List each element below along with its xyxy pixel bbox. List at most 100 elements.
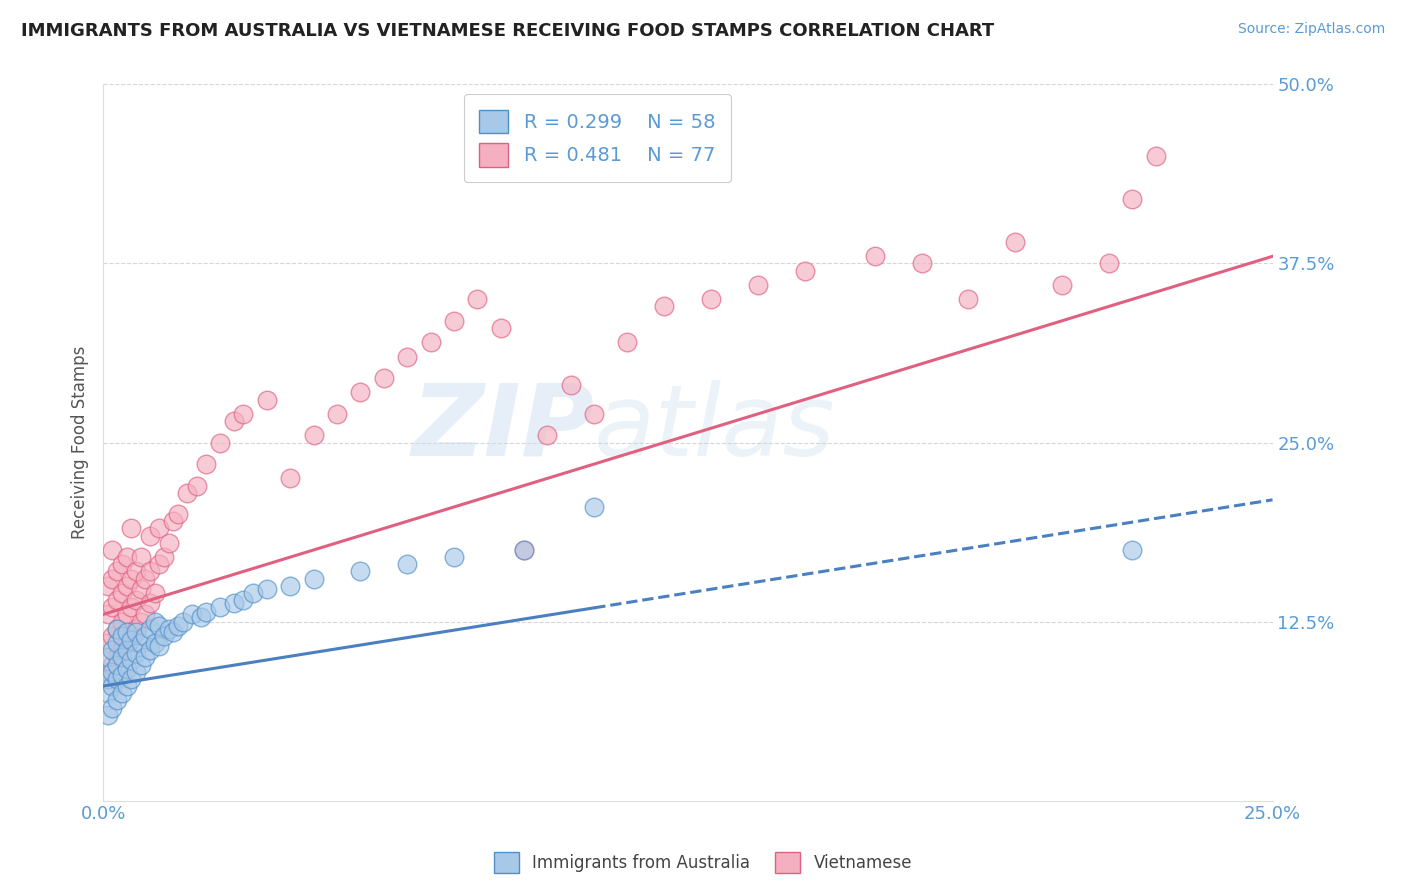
Point — [101, 543, 124, 558]
Point — [125, 593, 148, 607]
Point — [181, 607, 204, 622]
Point — [536, 428, 558, 442]
Text: Source: ZipAtlas.com: Source: ZipAtlas.com — [1237, 22, 1385, 37]
Point — [443, 314, 465, 328]
Point — [176, 485, 198, 500]
Point — [97, 650, 120, 665]
Point — [101, 657, 124, 672]
Point — [162, 624, 184, 639]
Point — [101, 600, 124, 615]
Point — [302, 572, 325, 586]
Point — [129, 582, 152, 596]
Text: atlas: atlas — [595, 380, 837, 476]
Point — [209, 600, 232, 615]
Point — [242, 586, 264, 600]
Y-axis label: Receiving Food Stamps: Receiving Food Stamps — [72, 346, 89, 540]
Point — [120, 629, 142, 643]
Point — [232, 593, 254, 607]
Point — [1098, 256, 1121, 270]
Point — [97, 665, 120, 679]
Point — [105, 650, 128, 665]
Point — [134, 572, 156, 586]
Point — [105, 622, 128, 636]
Point — [101, 629, 124, 643]
Point — [148, 521, 170, 535]
Point — [101, 665, 124, 679]
Point — [97, 579, 120, 593]
Point — [111, 629, 134, 643]
Point — [134, 607, 156, 622]
Point — [747, 277, 769, 292]
Point — [583, 407, 606, 421]
Point — [172, 615, 194, 629]
Point — [373, 371, 395, 385]
Point — [143, 586, 166, 600]
Point — [111, 643, 134, 657]
Point — [153, 629, 176, 643]
Point — [465, 293, 488, 307]
Point — [120, 521, 142, 535]
Point — [583, 500, 606, 514]
Legend: R = 0.299    N = 58, R = 0.481    N = 77: R = 0.299 N = 58, R = 0.481 N = 77 — [464, 95, 731, 183]
Point — [143, 636, 166, 650]
Point — [560, 378, 582, 392]
Point — [139, 528, 162, 542]
Point — [97, 672, 120, 686]
Point — [134, 650, 156, 665]
Point — [120, 572, 142, 586]
Point — [101, 700, 124, 714]
Point — [139, 622, 162, 636]
Point — [120, 600, 142, 615]
Point — [115, 636, 138, 650]
Point — [224, 414, 246, 428]
Point — [654, 300, 676, 314]
Point — [443, 550, 465, 565]
Point — [111, 586, 134, 600]
Point — [125, 624, 148, 639]
Point — [148, 619, 170, 633]
Point — [115, 662, 138, 676]
Point — [97, 686, 120, 700]
Point — [153, 550, 176, 565]
Point — [105, 636, 128, 650]
Point — [111, 686, 134, 700]
Point — [105, 657, 128, 672]
Point — [419, 335, 441, 350]
Point — [115, 643, 138, 657]
Point — [143, 615, 166, 629]
Point — [1144, 149, 1167, 163]
Point — [111, 667, 134, 681]
Point — [129, 657, 152, 672]
Point — [105, 693, 128, 707]
Point — [186, 478, 208, 492]
Point — [139, 643, 162, 657]
Point — [105, 622, 128, 636]
Point — [115, 624, 138, 639]
Point — [97, 707, 120, 722]
Point — [125, 646, 148, 660]
Point — [302, 428, 325, 442]
Point — [105, 672, 128, 686]
Point — [957, 293, 980, 307]
Point — [232, 407, 254, 421]
Point — [115, 679, 138, 693]
Point — [1004, 235, 1026, 249]
Point — [115, 579, 138, 593]
Point — [148, 639, 170, 653]
Point — [105, 593, 128, 607]
Point — [125, 565, 148, 579]
Point — [97, 607, 120, 622]
Point — [101, 572, 124, 586]
Point — [396, 350, 419, 364]
Point — [148, 558, 170, 572]
Point — [700, 293, 723, 307]
Legend: Immigrants from Australia, Vietnamese: Immigrants from Australia, Vietnamese — [488, 846, 918, 880]
Point — [256, 582, 278, 596]
Point — [120, 672, 142, 686]
Point — [101, 643, 124, 657]
Point — [139, 565, 162, 579]
Point — [190, 610, 212, 624]
Text: ZIP: ZIP — [412, 380, 595, 476]
Point — [101, 679, 124, 693]
Point — [125, 665, 148, 679]
